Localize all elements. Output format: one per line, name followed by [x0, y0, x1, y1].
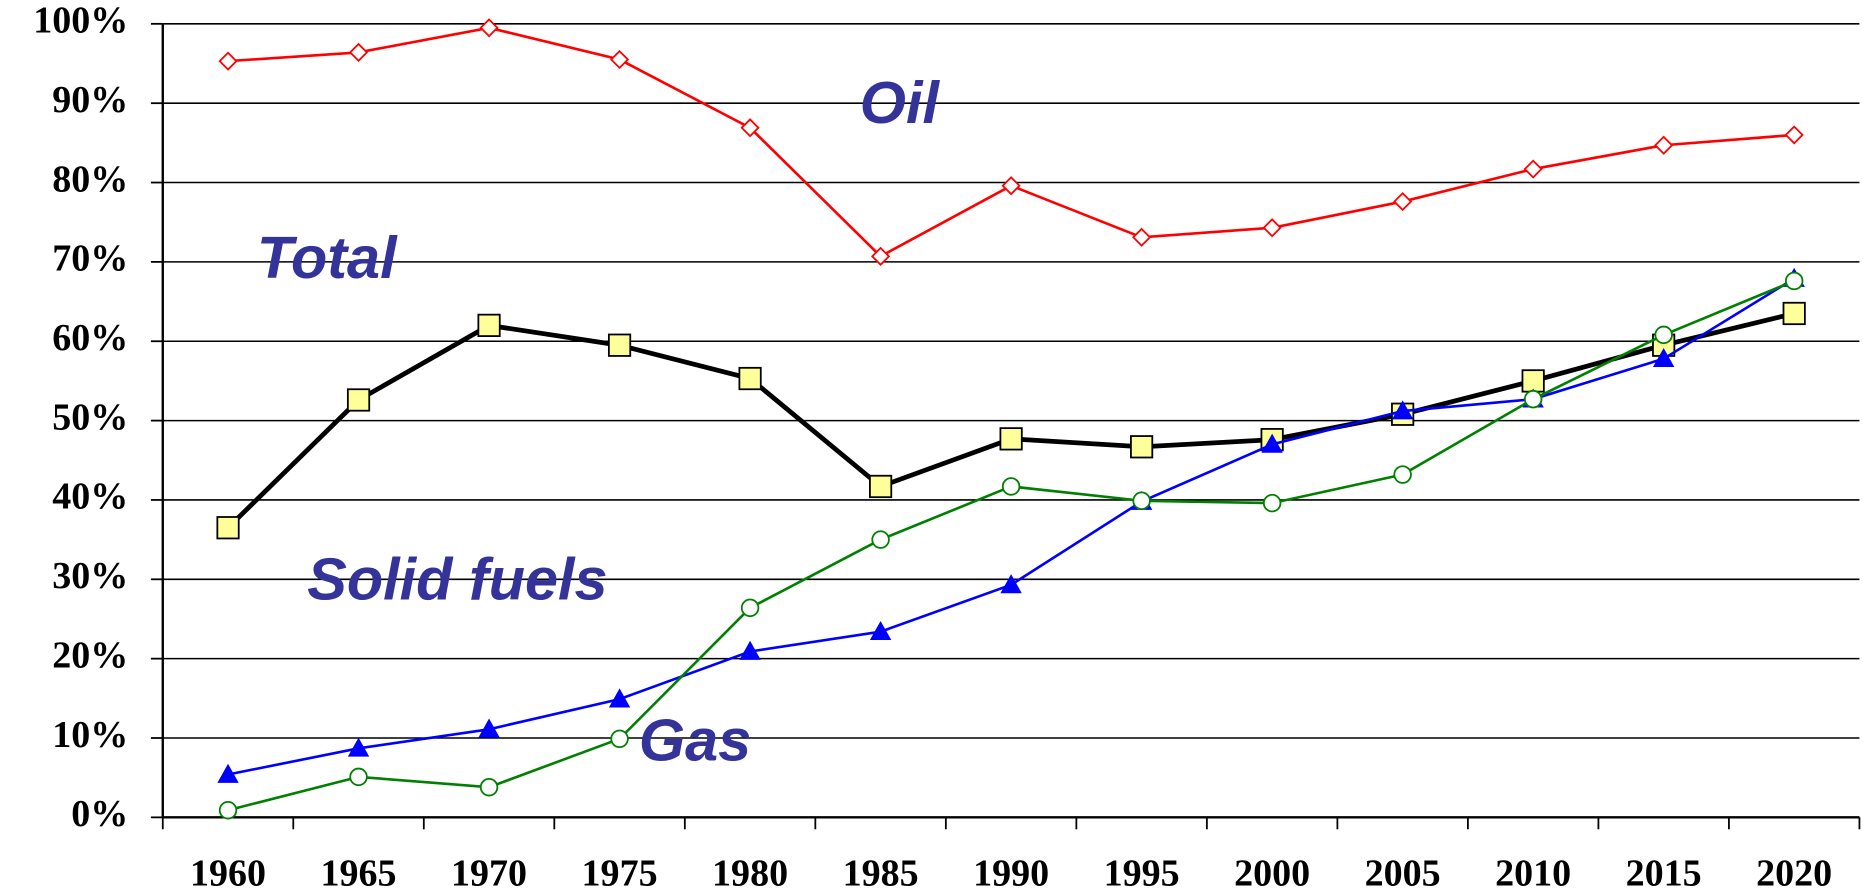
- x-tick-label: 1970: [451, 853, 527, 895]
- x-tick-label: 2015: [1626, 853, 1702, 895]
- marker: [609, 49, 630, 70]
- marker: [1132, 227, 1152, 247]
- marker: [478, 718, 500, 738]
- marker: [479, 18, 499, 38]
- series-line: [227, 277, 1795, 776]
- x-tick-label: 1960: [190, 853, 266, 895]
- marker: [1784, 125, 1804, 145]
- marker: [739, 640, 761, 660]
- marker: [871, 530, 890, 549]
- series-label: Solid fuels: [307, 545, 607, 612]
- marker: [1521, 369, 1545, 393]
- marker: [869, 620, 892, 641]
- marker: [347, 737, 370, 757]
- x-tick-label: 2020: [1756, 853, 1832, 895]
- x-tick-label: 1990: [973, 853, 1049, 895]
- marker: [608, 688, 631, 708]
- marker: [738, 366, 762, 391]
- marker: [1393, 465, 1412, 484]
- marker: [1001, 176, 1021, 196]
- y-tick-label: 40%: [52, 476, 128, 518]
- marker: [1001, 477, 1021, 496]
- marker: [1132, 491, 1151, 510]
- marker: [349, 767, 368, 787]
- y-tick-label: 10%: [52, 714, 128, 756]
- marker: [346, 388, 371, 412]
- x-tick-label: 1985: [843, 853, 919, 895]
- marker: [1391, 400, 1414, 420]
- y-tick-label: 100%: [33, 0, 128, 42]
- marker: [1261, 433, 1283, 453]
- marker: [999, 427, 1023, 451]
- series-label: Oil: [860, 69, 941, 136]
- marker: [871, 246, 891, 266]
- marker: [869, 474, 893, 499]
- x-tick-label: 1975: [582, 853, 658, 895]
- marker: [607, 333, 632, 357]
- y-tick-label: 70%: [52, 238, 128, 280]
- x-tick-label: 1980: [712, 853, 788, 895]
- x-tick-label: 2005: [1365, 853, 1441, 895]
- marker: [1262, 218, 1282, 238]
- marker: [348, 42, 369, 63]
- marker: [216, 516, 240, 540]
- marker: [740, 118, 760, 138]
- marker: [1523, 159, 1543, 179]
- marker: [1523, 389, 1543, 409]
- x-tick-label: 2010: [1495, 853, 1571, 895]
- y-tick-label: 60%: [52, 317, 128, 359]
- marker: [218, 51, 238, 71]
- series-label: Total: [257, 224, 398, 291]
- marker: [1000, 574, 1022, 594]
- x-tick-label: 1995: [1104, 853, 1180, 895]
- y-tick-label: 80%: [52, 158, 128, 200]
- x-tick-label: 1965: [321, 853, 397, 895]
- marker: [1782, 301, 1806, 326]
- series-line: [227, 26, 1795, 258]
- y-tick-label: 90%: [52, 79, 128, 121]
- y-tick-label: 50%: [52, 396, 128, 438]
- marker: [1654, 135, 1674, 155]
- marker: [1393, 191, 1413, 212]
- marker: [479, 777, 499, 797]
- x-tick-label: 2000: [1234, 853, 1310, 895]
- marker: [1262, 493, 1282, 513]
- series-label: Gas: [639, 706, 751, 773]
- marker: [477, 313, 501, 337]
- y-tick-label: 30%: [52, 555, 128, 597]
- marker: [1130, 435, 1154, 459]
- marker: [217, 763, 239, 783]
- marker: [218, 800, 238, 820]
- marker: [1652, 347, 1675, 368]
- marker: [610, 729, 629, 749]
- marker: [740, 598, 760, 618]
- y-tick-label: 20%: [52, 634, 128, 676]
- y-tick-label: 0%: [71, 793, 128, 835]
- marker: [1654, 325, 1673, 345]
- marker: [1784, 271, 1804, 291]
